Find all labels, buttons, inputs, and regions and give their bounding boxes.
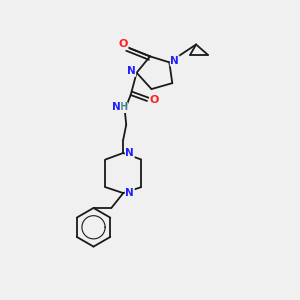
Text: H: H: [119, 103, 127, 112]
Text: N: N: [127, 66, 136, 76]
Text: N: N: [125, 148, 134, 158]
Text: N: N: [125, 188, 134, 198]
Text: N: N: [112, 103, 121, 112]
Text: O: O: [150, 95, 159, 105]
Text: O: O: [118, 40, 128, 50]
Text: N: N: [170, 56, 179, 66]
